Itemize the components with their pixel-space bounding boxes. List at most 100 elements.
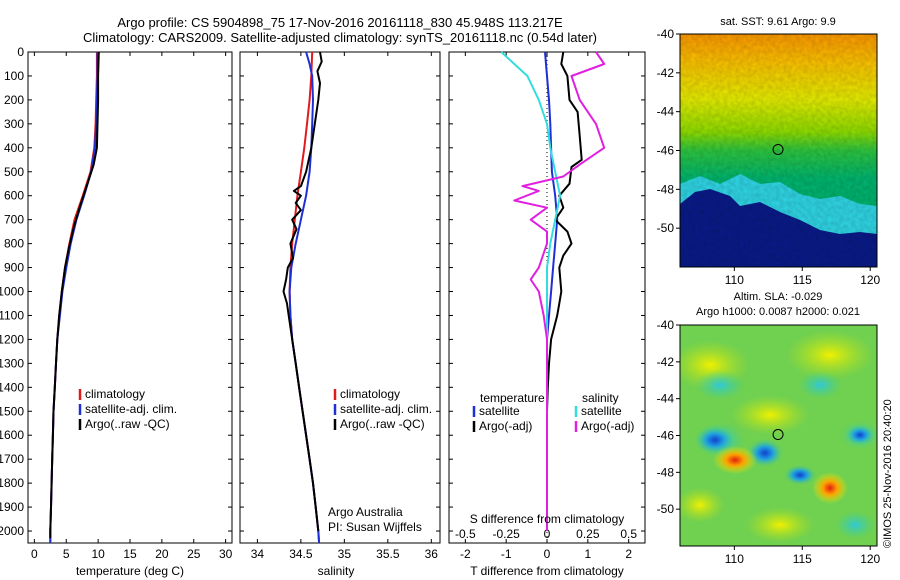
difference-series <box>500 51 606 531</box>
map-y-tick-label: -46 <box>657 429 675 443</box>
legend-label: satellite <box>581 404 622 418</box>
s-difference-axis-label: S difference from climatology <box>470 512 625 526</box>
x-tick-label: 5 <box>63 547 70 561</box>
credit-line-1: Argo Australia <box>328 505 403 519</box>
depth-tick-label: 0 <box>17 45 24 59</box>
depth-tick-label: 1800 <box>0 476 24 490</box>
sst-heatmap <box>680 34 877 267</box>
header-line-2: Climatology: CARS2009. Satellite-adjuste… <box>83 30 597 45</box>
s-tick-label: -0.5 <box>455 527 476 541</box>
map-y-tick-label: -50 <box>657 221 675 235</box>
legend-label: satellite-adj. clim. <box>340 402 432 416</box>
s-tick-label: 0.5 <box>620 527 637 541</box>
x-tick-label: 2 <box>625 547 632 561</box>
sla-map-subtitle: Argo h1000: 0.0087 h2000: 0.021 <box>696 306 860 318</box>
x-tick-label: 0 <box>544 547 551 561</box>
depth-tick-label: 1900 <box>0 500 24 514</box>
map-y-tick-label: -44 <box>657 392 675 406</box>
map-y-tick-label: -48 <box>657 182 675 196</box>
legend-label: Argo(..raw -QC) <box>85 417 170 431</box>
s-difference-axis: -0.5 -0.25 0 0.25 0.5 <box>455 527 637 541</box>
x-tick-label: -1 <box>501 547 512 561</box>
argo-location-marker-sla <box>772 429 784 441</box>
salinity-x-axis: 34 34.5 35 35.5 36 <box>251 52 439 561</box>
legend-label: satellite <box>479 404 520 418</box>
depth-tick-label: 300 <box>4 117 24 131</box>
x-tick-label: 20 <box>155 547 169 561</box>
temperature-axis-label: temperature (deg C) <box>76 564 184 578</box>
s-tick-label: 0 <box>544 527 551 541</box>
map-y-tick-label: -50 <box>657 502 675 516</box>
x-tick-label: 34 <box>251 547 265 561</box>
sla-heatmap <box>680 325 877 546</box>
temperature-series <box>49 51 100 543</box>
depth-tick-label: 1700 <box>0 452 24 466</box>
depth-tick-label: 400 <box>4 141 24 155</box>
t-difference-axis-label: T difference from climatology <box>470 564 624 578</box>
map-x-tick-label: 110 <box>725 552 744 566</box>
sst-map-panel: sat. SST: 9.61 Argo: 9.9 <box>657 16 881 287</box>
series-line-argo-raw-qc- <box>49 51 100 539</box>
x-tick-label: 1 <box>584 547 591 561</box>
s-tick-label: -0.25 <box>492 527 520 541</box>
map-x-tick-label: 110 <box>725 273 744 287</box>
map-y-tick-label: -48 <box>657 465 675 479</box>
depth-tick-label: 700 <box>4 213 24 227</box>
x-tick-label: 10 <box>91 547 105 561</box>
x-tick-label: 36 <box>425 547 439 561</box>
series-line-salinity-argo-adj- <box>513 51 606 531</box>
salinity-series <box>282 51 323 544</box>
depth-tick-label: 1000 <box>0 285 24 299</box>
x-tick-label: 35.5 <box>376 547 400 561</box>
legend-label: Argo(..raw -QC) <box>340 417 425 431</box>
legend-label: Argo(-adj) <box>479 419 532 433</box>
map-y-tick-label: -42 <box>657 355 675 369</box>
credit-line-2: PI: Susan Wijffels <box>328 520 422 534</box>
temperature-x-axis: 0 5 10 15 20 25 30 <box>31 52 233 561</box>
map-y-tick-label: -46 <box>657 144 675 158</box>
s-tick-label: 0.25 <box>576 527 600 541</box>
argo-location-marker <box>772 143 784 155</box>
map-x-tick-label: 120 <box>860 552 880 566</box>
sla-map-axes: 110 115 120 -40 -42 -44 -46 -48 -50 <box>657 318 881 566</box>
x-tick-label: 15 <box>123 547 137 561</box>
header-line-1: Argo profile: CS 5904898_75 17-Nov-2016 … <box>117 15 563 30</box>
map-y-tick-label: -40 <box>657 27 675 41</box>
depth-tick-label: 1600 <box>0 428 24 442</box>
map-x-tick-label: 120 <box>860 273 880 287</box>
depth-tick-label: 800 <box>4 237 24 251</box>
depth-tick-label: 200 <box>4 93 24 107</box>
depth-tick-label: 100 <box>4 69 24 83</box>
depth-tick-label: 2000 <box>0 524 24 538</box>
legend-heading-temperature: temperature <box>480 391 545 405</box>
map-y-tick-label: -44 <box>657 105 675 119</box>
x-tick-label: 35 <box>338 547 352 561</box>
map-x-tick-label: 115 <box>793 552 812 566</box>
sla-map-panel: Altim. SLA: -0.029 Argo h1000: 0.0087 h2… <box>657 291 881 566</box>
legend-label: climatology <box>340 387 400 401</box>
map-y-tick-label: -42 <box>657 66 675 80</box>
x-tick-label: 0 <box>31 547 38 561</box>
depth-tick-label: 1200 <box>0 332 24 346</box>
legend-heading-salinity: salinity <box>582 391 619 405</box>
difference-panel: -2 -1 0 1 2 -0.5 -0.25 0 0.25 0.5 T difference f… <box>448 51 646 578</box>
series-line-argo-raw-qc- <box>282 51 323 532</box>
depth-tick-label: 1400 <box>0 380 24 394</box>
sst-map-axes: 110 115 120 -40 -42 -44 -46 -48 -50 <box>657 27 881 287</box>
depth-tick-label: 500 <box>4 165 24 179</box>
depth-tick-label: 900 <box>4 261 24 275</box>
t-difference-x-axis: -2 -1 0 1 2 <box>460 52 632 561</box>
depth-tick-label: 1300 <box>0 356 24 370</box>
map-x-tick-label: 115 <box>793 273 812 287</box>
depth-tick-label: 1500 <box>0 404 24 418</box>
x-tick-label: 30 <box>219 547 233 561</box>
salinity-axis-label: salinity <box>318 564 355 578</box>
temperature-plot-frame <box>27 51 233 544</box>
legend-label: Argo(-adj) <box>581 419 634 433</box>
sla-map-title: Altim. SLA: -0.029 <box>734 291 823 303</box>
temperature-panel: 0100200300400500600700800900100011001200… <box>0 45 233 578</box>
map-y-tick-label: -40 <box>657 318 675 332</box>
